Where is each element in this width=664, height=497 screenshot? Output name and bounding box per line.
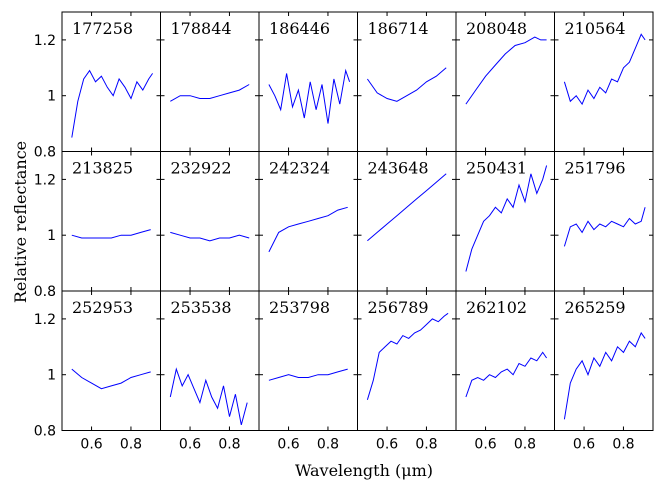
spectrum-line-256789 (366, 312, 449, 400)
panel-label-242324: 242324 (269, 159, 330, 178)
panel-186446: 186446 (258, 11, 358, 152)
panel-177258: 177258 (61, 11, 161, 152)
panel-label-252953: 252953 (72, 298, 133, 317)
panel-label-186446: 186446 (269, 19, 330, 38)
panel-label-178844: 178844 (171, 19, 232, 38)
spectrum-line-251796 (563, 207, 646, 247)
x-tick-label: 0.6 (277, 437, 299, 453)
spectrum-line-265259 (563, 331, 646, 420)
panel-265259: 265259 (554, 290, 654, 431)
y-tick-label: 1 (47, 89, 56, 105)
panel-frame (554, 290, 654, 431)
y-tick-label: 1.2 (34, 172, 56, 188)
x-tick-label: 0.8 (514, 437, 536, 453)
x-tick-label: 0.8 (415, 437, 437, 453)
panels-layer: 177258 178844 186446 186714 208048 210564 2138… (61, 11, 654, 431)
spectrum-line-186446 (268, 68, 351, 124)
panel-label-210564: 210564 (565, 19, 626, 38)
spectrum-line-178844 (170, 84, 250, 102)
x-tick-label: 0.8 (218, 437, 240, 453)
panel-label-186714: 186714 (368, 19, 429, 38)
y-tick-label: 1.2 (34, 312, 56, 328)
x-tick-label: 0.6 (179, 437, 201, 453)
panel-250431: 250431 (455, 151, 555, 292)
spectrum-line-243648 (367, 173, 447, 242)
x-tick-label: 0.6 (80, 437, 102, 453)
x-tick-label: 0.8 (120, 437, 142, 453)
panel-label-265259: 265259 (565, 298, 626, 317)
x-tick-label: 0.8 (612, 437, 634, 453)
panel-208048: 208048 (455, 11, 555, 152)
spectrum-line-253538 (169, 367, 248, 426)
panel-256789: 256789 (357, 290, 457, 431)
tick-labels-layer: 0.8 1 1.2 0.8 1 1.2 0.8 1 1.2 0.6 0.8 0.6 0.8 0.6 0.8 0… (34, 33, 635, 453)
spectrum-line-232922 (170, 231, 250, 242)
panel-label-262102: 262102 (466, 298, 527, 317)
panel-label-213825: 213825 (72, 159, 133, 178)
spectrum-line-250431 (465, 165, 548, 272)
panel-label-243648: 243648 (368, 159, 429, 178)
x-tick-label: 0.8 (317, 437, 339, 453)
panel-label-250431: 250431 (466, 159, 527, 178)
y-tick-label: 0.8 (34, 284, 56, 300)
panel-label-232922: 232922 (171, 159, 232, 178)
panel-252953: 252953 (61, 290, 161, 431)
x-tick-label: 0.6 (573, 437, 595, 453)
spectrum-line-208048 (465, 36, 547, 105)
spectrum-line-186714 (366, 67, 447, 102)
y-tick-label: 0.8 (34, 145, 56, 161)
panel-232922: 232922 (160, 151, 260, 292)
panel-253798: 253798 (258, 290, 358, 431)
panel-210564: 210564 (554, 11, 654, 152)
y-tick-label: 0.8 (34, 424, 56, 440)
spectrum-line-262102 (465, 351, 548, 398)
panel-178844: 178844 (160, 11, 260, 152)
spectrum-line-213825 (71, 229, 151, 239)
x-tick-label: 0.6 (474, 437, 496, 453)
spectrum-line-210564 (563, 33, 646, 106)
panel-label-177258: 177258 (72, 19, 133, 38)
panel-242324: 242324 (258, 151, 358, 292)
y-axis-label: Relative reflectance (11, 141, 30, 303)
y-tick-label: 1.2 (34, 33, 56, 49)
panel-251796: 251796 (554, 151, 654, 292)
x-axis-label: Wavelength (μm) (295, 461, 433, 480)
panel-243648: 243648 (357, 151, 457, 292)
panel-213825: 213825 (61, 151, 161, 292)
panel-186714: 186714 (357, 11, 457, 152)
spectrum-line-253798 (268, 368, 348, 381)
panel-label-208048: 208048 (466, 19, 527, 38)
spectrum-line-177258 (71, 69, 154, 138)
panel-label-253798: 253798 (269, 298, 330, 317)
spectrum-line-252953 (71, 368, 151, 390)
panel-label-253538: 253538 (171, 298, 232, 317)
y-tick-label: 1 (47, 228, 56, 244)
panel-label-256789: 256789 (368, 298, 429, 317)
panel-262102: 262102 (455, 290, 555, 431)
x-tick-label: 0.6 (376, 437, 398, 453)
panel-253538: 253538 (160, 290, 260, 431)
y-tick-label: 1 (47, 368, 56, 384)
spectrum-line-242324 (268, 206, 348, 253)
panel-label-251796: 251796 (565, 159, 626, 178)
